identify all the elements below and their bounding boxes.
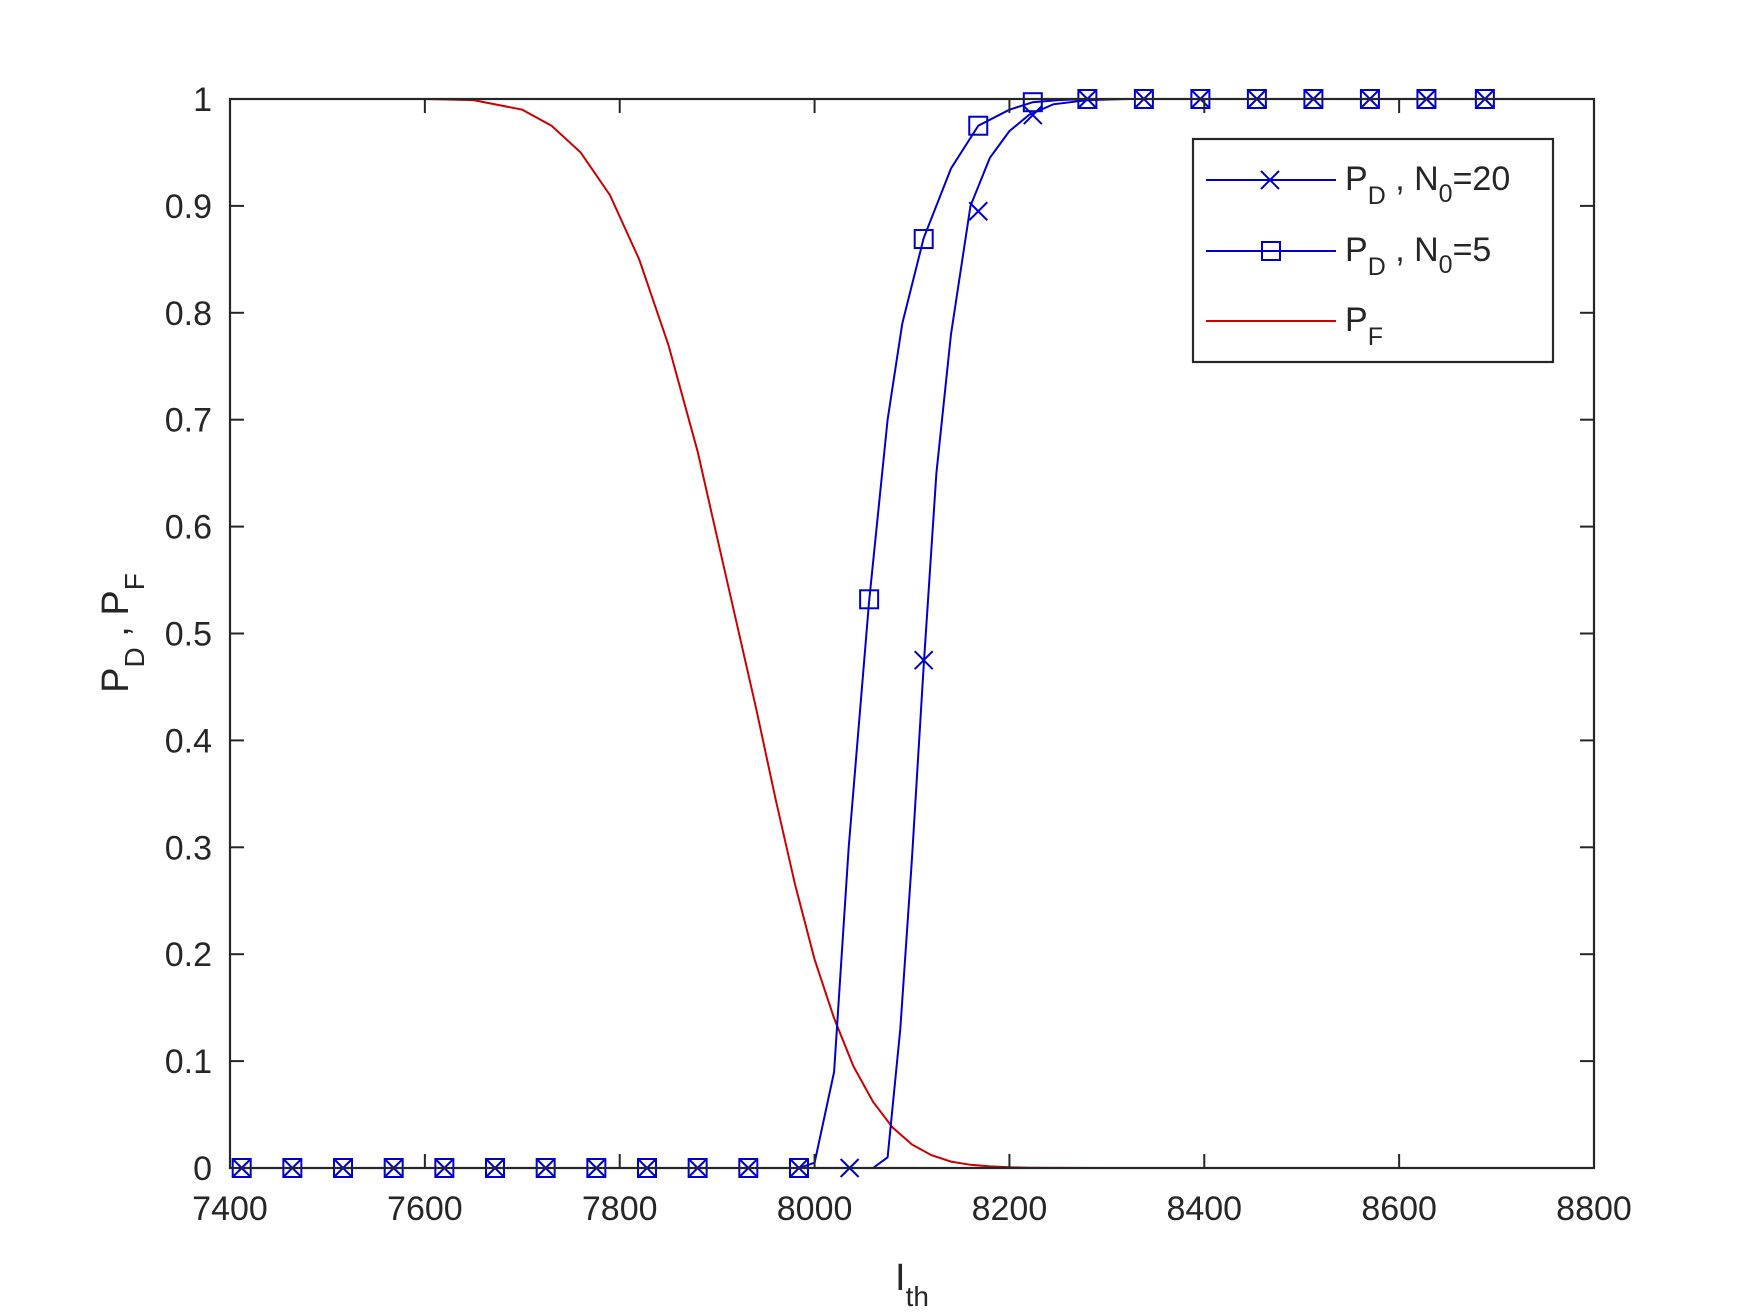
y-axis-label: PD , PF [95, 573, 150, 693]
legend-pf-p: P [1345, 301, 1368, 339]
y-tick-label: 0.5 [165, 616, 212, 654]
y-tick-label: 0.3 [165, 829, 212, 867]
x-tick-label: 8400 [1166, 1190, 1242, 1228]
legend-label-n20: PD , N0=20 [1345, 160, 1510, 210]
square-marker-point [859, 589, 880, 610]
legend-n5-tail: =5 [1453, 231, 1492, 269]
y-axis-label-pf-subscript: F [119, 573, 150, 590]
square-marker-point [1022, 92, 1043, 113]
legend-n20-n-sub: 0 [1439, 180, 1453, 208]
x-marker-point [1023, 105, 1043, 125]
y-tick-label: 0.4 [165, 722, 212, 760]
x-marker-point [968, 201, 988, 221]
x-tick-label: 8800 [1556, 1190, 1632, 1228]
legend-x-marker [1260, 170, 1280, 190]
x-tick-label: 7600 [387, 1190, 463, 1228]
legend-n20-tail: =20 [1453, 160, 1511, 198]
legend-n20-p: P [1345, 160, 1368, 198]
y-tick-label: 0 [193, 1150, 212, 1188]
ticks-layer: 7400 7600 7800 8000 8200 8400 8600 8800 0 0.1 0.2 0… [165, 81, 1632, 1228]
legend-pf-p-sub: F [1368, 323, 1383, 351]
legend-square-marker [1261, 241, 1281, 261]
y-axis-label-pf-main: P [95, 590, 137, 615]
legend-n5-p: P [1345, 231, 1368, 269]
y-tick-label: 0.9 [165, 188, 212, 226]
square-marker-point [913, 229, 934, 250]
x-axis-label: Ith [895, 1257, 929, 1312]
y-axis-label-pd-main: P [95, 668, 137, 693]
y-tick-label: 0.2 [165, 936, 212, 974]
x-axis-label-main: I [895, 1257, 906, 1299]
legend-n20-p-sub: D [1368, 182, 1386, 210]
x-tick-label: 8600 [1361, 1190, 1437, 1228]
legend-n20-mid: , N [1386, 160, 1439, 198]
x-tick-label: 8200 [972, 1190, 1048, 1228]
y-axis-label-pd-subscript: D [119, 647, 150, 667]
y-tick-label: 0.8 [165, 295, 212, 333]
y-tick-label: 1 [193, 81, 212, 119]
legend-label-n5: PD , N0=5 [1345, 231, 1491, 281]
legend-label-pf: PF [1345, 301, 1383, 351]
y-tick-label: 0.6 [165, 509, 212, 547]
legend-n5-p-sub: D [1368, 253, 1386, 281]
y-axis-label-separator: , [95, 616, 137, 648]
x-axis-label-subscript: th [906, 1281, 929, 1312]
square-marker-point [968, 115, 989, 136]
x-tick-label: 7400 [192, 1190, 268, 1228]
x-marker-point [913, 650, 934, 670]
y-tick-label: 0.7 [165, 402, 212, 440]
legend: PD , N0=20 PD , N0=5 PF [1191, 137, 1555, 364]
x-tick-label: 7800 [582, 1190, 658, 1228]
y-tick-label: 0.1 [165, 1043, 212, 1081]
legend-n5-n-sub: 0 [1439, 251, 1453, 279]
legend-n5-mid: , N [1386, 231, 1439, 269]
x-tick-label: 8000 [777, 1190, 853, 1228]
